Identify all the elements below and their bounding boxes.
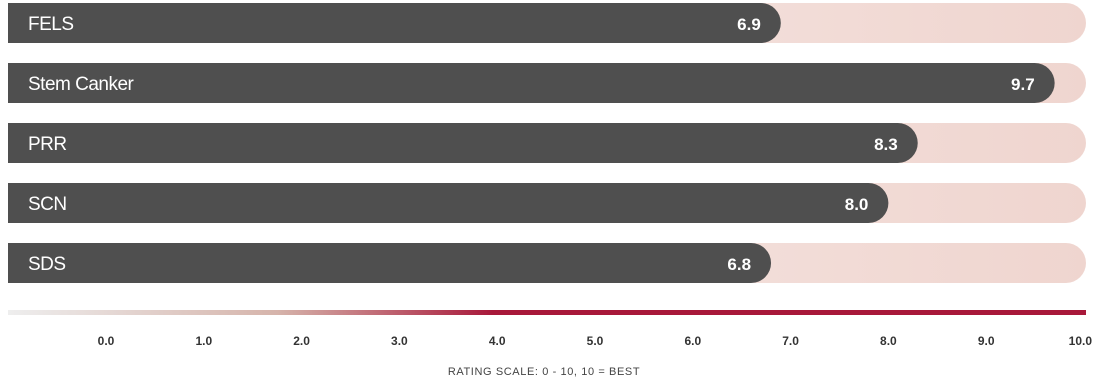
bar-value-label: 9.7 [1011,75,1035,94]
bar-category-label: SCN [28,194,67,215]
rating-scale-line [8,310,1086,315]
tick-label: 2.0 [293,334,310,348]
bars-layer: FELS 6.9 Stem Canker 9.7 PRR 8.3 SCN 8.0 SDS 6.8 [8,3,1086,283]
bar-value-label: 6.8 [727,255,751,274]
bar-row: PRR 8.3 [8,123,1086,163]
tick-label: 0.0 [98,334,115,348]
bar-value-label: 8.0 [845,195,869,214]
bar-row: SDS 6.8 [8,243,1086,283]
bar-category-label: PRR [28,134,67,155]
bar [8,243,772,283]
bar-value-label: 6.9 [737,15,761,34]
rating-scale-axis: 0.0 1.0 2.0 3.0 4.0 5.0 6.0 7.0 8.0 9.0 10.0 [8,310,1092,348]
rating-scale-caption: RATING SCALE: 0 - 10, 10 = BEST [448,366,640,378]
bar-category-label: SDS [28,254,66,275]
tick-label: 7.0 [782,334,799,348]
bar-row: Stem Canker 9.7 [8,63,1086,103]
tick-label: 5.0 [587,334,604,348]
tick-label: 8.0 [880,334,897,348]
bar [8,183,889,223]
tick-label: 1.0 [195,334,212,348]
bar-row: SCN 8.0 [8,183,1086,223]
bar-category-label: FELS [28,14,74,35]
bar [8,63,1055,103]
tick-label: 6.0 [684,334,701,348]
tick-label: 3.0 [391,334,408,348]
tick-label: 9.0 [978,334,995,348]
bar-row: FELS 6.9 [8,3,1086,43]
tick-label: 4.0 [489,334,506,348]
bar-category-label: Stem Canker [28,74,135,95]
bar-value-label: 8.3 [874,135,898,154]
tick-label: 10.0 [1069,334,1093,348]
bar [8,123,918,163]
bar [8,3,781,43]
